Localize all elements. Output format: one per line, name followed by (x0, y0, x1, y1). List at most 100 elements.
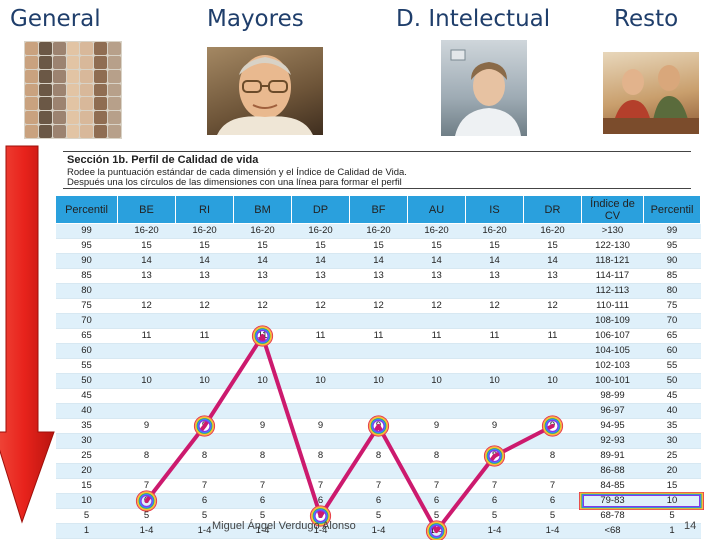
collage-face-tile (25, 97, 38, 111)
young-woman-illustration (450, 49, 521, 136)
table-cell: 106-107 (581, 328, 644, 344)
column-header: RI (175, 195, 234, 224)
collage-face-tile (38, 111, 52, 125)
footer-author: Miguel Ángel Verdugo Alonso (212, 520, 356, 532)
table-cell: 112-113 (581, 283, 644, 299)
table-row: 15 7 7 7 7 7 7 7 7 84-85 15 (55, 478, 701, 494)
table-cell (407, 313, 466, 329)
column-header: Índice de CV (581, 195, 644, 224)
table-cell (175, 358, 234, 374)
table-cell: >130 (581, 223, 644, 239)
table-cell (117, 313, 176, 329)
collage-face-tile (25, 69, 38, 83)
table-cell: 7 (407, 478, 466, 494)
collage-face-tile (80, 125, 94, 138)
table-cell: 5 (55, 508, 118, 524)
table-cell (233, 463, 292, 479)
table-cell: 1-4 (523, 523, 582, 539)
collage-face-tile (25, 111, 38, 125)
table-cell (465, 358, 524, 374)
column-header: AU (407, 195, 466, 224)
table-row: 55 102-103 55 (55, 358, 701, 374)
table-row: 60 104-105 60 (55, 343, 701, 359)
table-cell (523, 283, 582, 299)
table-cell: 55 (643, 358, 701, 374)
table-cell: 75 (55, 298, 118, 314)
table-cell: 14 (117, 253, 176, 269)
table-cell: 6 (407, 493, 466, 509)
table-cell: 75 (643, 298, 701, 314)
table-cell (175, 403, 234, 419)
collage-face-tile (66, 42, 80, 55)
table-cell (465, 343, 524, 359)
table-cell: 35 (643, 418, 701, 434)
table-row: 65 11 11 11 11 11 11 11 11 106-107 65 (55, 328, 701, 344)
table-cell: 100-101 (581, 373, 644, 389)
table-cell: 13 (407, 268, 466, 284)
table-cell: 6 (291, 493, 350, 509)
table-cell: 7 (175, 478, 234, 494)
collage-face-tile (94, 97, 108, 111)
table-cell (407, 283, 466, 299)
table-cell: 6 (465, 493, 524, 509)
table-cell (349, 388, 408, 404)
table-cell: 15 (233, 238, 292, 254)
table-cell: 12 (233, 298, 292, 314)
table-row: 30 92-93 30 (55, 433, 701, 449)
table-cell (349, 463, 408, 479)
table-row: 99 16-20 16-20 16-20 16-20 16-20 16-20 16-20 16-… (55, 223, 701, 239)
table-row: 90 14 14 14 14 14 14 14 14 118-121 90 (55, 253, 701, 269)
table-cell: 10 (523, 373, 582, 389)
table-cell (407, 403, 466, 419)
table-cell: 16-20 (349, 223, 408, 239)
collage-face-tile (94, 69, 108, 83)
table-cell: 25 (55, 448, 118, 464)
table-row: 50 10 10 10 10 10 10 10 10 100-101 50 (55, 373, 701, 389)
table-cell: 5 (407, 508, 466, 524)
collage-face-tile (80, 97, 94, 111)
table-cell: 45 (643, 388, 701, 404)
table-cell (465, 313, 524, 329)
table-cell (175, 388, 234, 404)
table-row: 80 112-113 80 (55, 283, 701, 299)
collage-face-tile (66, 111, 80, 125)
column-header: BE (117, 195, 176, 224)
collage-face-tile (80, 55, 94, 69)
column-header: BF (349, 195, 408, 224)
collage-face-tile (38, 83, 52, 97)
table-cell: 16-20 (233, 223, 292, 239)
table-cell (349, 343, 408, 359)
table-cell (291, 313, 350, 329)
table-cell: 70 (643, 313, 701, 329)
table-cell: 12 (117, 298, 176, 314)
collage-face-tile (80, 83, 94, 97)
table-cell: 8 (117, 448, 176, 464)
collage-face-tile (94, 125, 108, 138)
table-row: 10 6 6 6 6 6 6 6 6 79-83 10 (55, 493, 701, 509)
table-cell: 14 (523, 253, 582, 269)
collage-face-tile (52, 42, 66, 55)
table-cell: 8 (523, 448, 582, 464)
table-cell: 13 (349, 268, 408, 284)
table-cell: 13 (233, 268, 292, 284)
table-cell (291, 433, 350, 449)
table-cell: 16-20 (523, 223, 582, 239)
table-cell: 10 (643, 493, 701, 509)
table-cell: 110-111 (581, 298, 644, 314)
table-cell: 11 (233, 328, 292, 344)
column-header: Percentil (55, 195, 118, 224)
table-row: 5 5 5 5 5 5 5 5 5 68-78 5 (55, 508, 701, 524)
table-cell: 5 (523, 508, 582, 524)
table-cell (233, 358, 292, 374)
table-cell: 5 (643, 508, 701, 524)
table-cell: 1 (643, 523, 701, 539)
collage-face-tile (80, 69, 94, 83)
photo-resto (603, 52, 699, 134)
table-cell: 92-93 (581, 433, 644, 449)
table-cell: 10 (175, 373, 234, 389)
table-cell (407, 463, 466, 479)
collage-face-tile (108, 69, 121, 83)
table-cell: 30 (55, 433, 118, 449)
table-cell: 9 (465, 418, 524, 434)
sheet-bottom-rule (63, 188, 691, 189)
